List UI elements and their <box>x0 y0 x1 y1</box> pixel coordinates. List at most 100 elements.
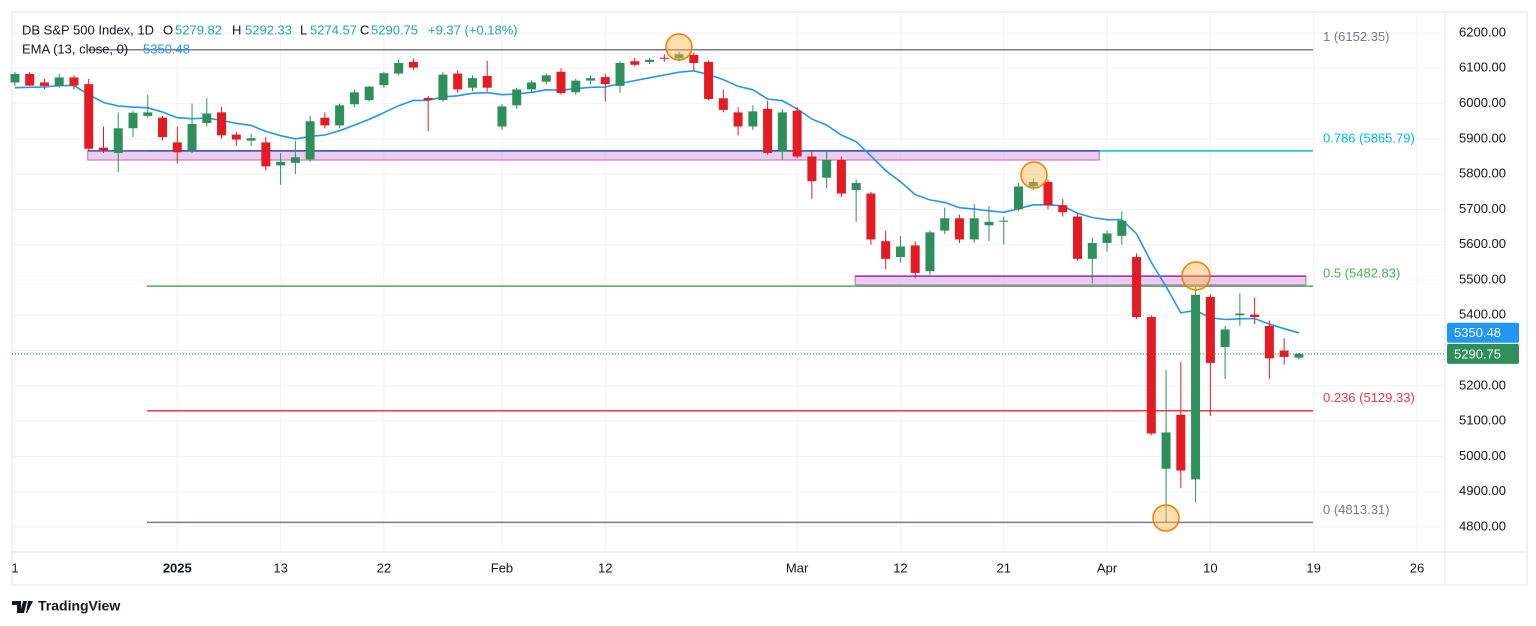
ohlc-letter: H <box>232 22 241 37</box>
candle-body <box>394 62 404 74</box>
candle-body <box>261 142 271 167</box>
ohlc-value: 5292.33 <box>245 22 292 37</box>
y-tick-label: 5600.00 <box>1459 236 1506 251</box>
x-tick-label: 19 <box>1306 560 1320 575</box>
candle-body <box>881 241 891 259</box>
candle-layer <box>10 51 1304 523</box>
ema-layer <box>14 69 1300 334</box>
candle-body <box>1013 186 1023 210</box>
candle-body <box>128 112 138 129</box>
candle-body <box>143 112 153 116</box>
y-tick-label: 5800.00 <box>1459 166 1506 181</box>
candle-body <box>453 73 463 90</box>
x-tick-label: Mar <box>786 560 809 575</box>
candle-body <box>1294 353 1304 358</box>
candle-body <box>630 61 640 65</box>
ema-line <box>14 69 1300 334</box>
candle-body <box>217 112 227 136</box>
ema-price-tag-bg <box>1447 322 1519 343</box>
candle-body <box>777 112 787 152</box>
candle-body <box>733 112 743 127</box>
y-tick-label: 5400.00 <box>1459 307 1506 322</box>
candle-body <box>349 92 359 105</box>
candle-body <box>335 105 345 126</box>
x-tick-label: Apr <box>1097 560 1118 575</box>
x-tick-label: 26 <box>1410 560 1424 575</box>
candle-body <box>526 82 536 90</box>
ohlc-letter: L <box>300 22 307 37</box>
axis-layer: 4800.004900.005000.005100.005200.005300.… <box>11 12 1527 585</box>
candle-body <box>1220 329 1230 348</box>
candle-body <box>851 182 861 191</box>
x-tick-label: 1 <box>11 560 18 575</box>
candle-body <box>98 147 108 151</box>
candle-body <box>305 121 315 160</box>
last-price-tag-bg <box>1447 343 1519 364</box>
candle-body <box>999 220 1009 222</box>
candle-body <box>276 161 286 166</box>
x-tick-label: 21 <box>997 560 1011 575</box>
candle-body <box>1058 205 1068 213</box>
candle-body <box>25 73 35 86</box>
candle-body <box>423 97 433 101</box>
ohlc-value: 5274.57 <box>310 22 357 37</box>
y-tick-label: 6100.00 <box>1459 60 1506 75</box>
candle-body <box>497 106 507 127</box>
highlight-circles <box>665 33 1211 532</box>
x-tick-label: 12 <box>893 560 907 575</box>
candle-body <box>763 108 773 153</box>
candle-body <box>718 98 728 110</box>
candle-body <box>925 232 935 272</box>
candle-body <box>1191 294 1201 480</box>
x-tick-label: Feb <box>491 560 513 575</box>
highlight-circle <box>1181 261 1211 291</box>
y-tick-label: 5700.00 <box>1459 201 1506 216</box>
candle-body <box>1205 296 1215 363</box>
fib-level-label: 0 (4813.31) <box>1323 502 1390 517</box>
candle-body <box>822 160 832 178</box>
ohlc-value: 5279.82 <box>175 22 222 37</box>
candle-body <box>1161 432 1171 469</box>
candle-body <box>541 75 551 82</box>
x-tick-label: 13 <box>273 560 287 575</box>
candle-body <box>704 61 714 99</box>
candle-body <box>187 124 197 151</box>
price-zone <box>854 275 1307 286</box>
candle-body <box>586 78 596 81</box>
x-tick-label: 2025 <box>163 560 192 575</box>
legend-header: DB S&P 500 Index, 1D O 5279.82 H 5292.33… <box>22 22 518 56</box>
candle-body <box>69 77 79 86</box>
candle-body <box>10 73 20 83</box>
candle-body <box>113 128 123 153</box>
last-price-tag: 5290.75 <box>1454 346 1501 361</box>
y-tick-label: 6000.00 <box>1459 95 1506 110</box>
candle-body <box>792 110 802 157</box>
candle-body <box>1235 313 1245 316</box>
ohlc-letter: O <box>163 22 173 37</box>
candle-body <box>512 89 522 106</box>
ohlc-value: 5290.75 <box>371 22 418 37</box>
y-tick-label: 5900.00 <box>1459 130 1506 145</box>
candle-body <box>1132 257 1142 318</box>
x-tick-label: 22 <box>377 560 391 575</box>
candle-body <box>482 76 492 88</box>
ohlc-letter: C <box>360 22 369 37</box>
candle-body <box>1102 233 1112 243</box>
highlight-circle <box>1020 161 1048 189</box>
candle-body <box>172 142 182 153</box>
x-tick-label: 12 <box>598 560 612 575</box>
candle-body <box>467 78 477 88</box>
candle-body <box>1117 220 1127 236</box>
y-tick-label: 5500.00 <box>1459 271 1506 286</box>
candle-body <box>940 218 950 231</box>
candle-body <box>556 71 566 93</box>
candle-body <box>158 117 168 138</box>
candle-body <box>1087 242 1097 259</box>
candle-body <box>1176 414 1186 471</box>
indicator-name: EMA (13, close, 0) <box>22 41 128 56</box>
candle-body <box>836 160 846 194</box>
fib-level-label: 0.236 (5129.33) <box>1323 390 1415 405</box>
ema-price-tag: 5350.48 <box>1454 325 1501 340</box>
price-zone <box>87 150 1100 161</box>
